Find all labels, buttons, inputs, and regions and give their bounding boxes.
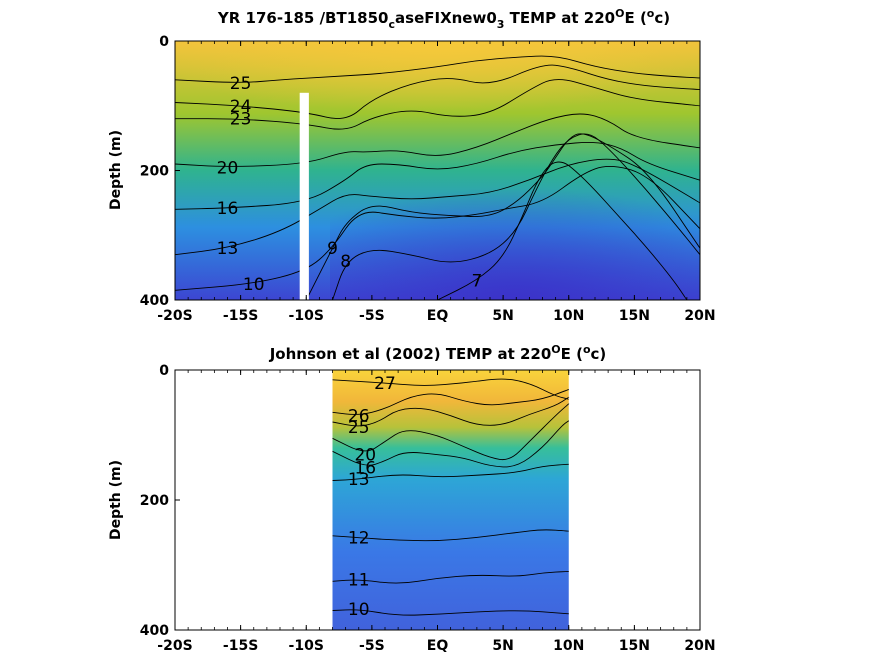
isotherm-10 <box>175 166 700 291</box>
x-tick-label: -10S <box>289 308 324 324</box>
isotherm-11 <box>332 571 570 584</box>
isotherm-label-7: 7 <box>471 272 482 292</box>
x-tick-label: 15N <box>619 308 650 324</box>
isotherm-label-10: 10 <box>243 275 265 295</box>
x-tick-label: 10N <box>553 308 584 324</box>
x-tick-label: -20S <box>157 638 192 654</box>
isotherm-label-13: 13 <box>217 239 239 259</box>
panel-top-ylabel: Depth (m) <box>108 130 124 210</box>
isotherm-25 <box>175 55 700 83</box>
x-tick-label: -5S <box>359 638 385 654</box>
x-tick-label: 10N <box>553 638 584 654</box>
isotherm-label-8: 8 <box>340 252 351 272</box>
x-tick-label: -20S <box>157 308 192 324</box>
isotherm-label-24: 24 <box>230 97 252 117</box>
panel-top-title: YR 176-185 /BT1850caseFIXnew03 TEMP at 2… <box>217 7 670 31</box>
isotherm-8 <box>332 133 700 300</box>
panel-bottom-colorfield <box>332 370 569 630</box>
isotherm-13 <box>175 158 700 256</box>
isotherm-10 <box>332 609 569 616</box>
isotherm-label-26: 26 <box>348 407 370 427</box>
isotherm-23 <box>175 79 700 130</box>
x-tick-label: EQ <box>427 308 449 324</box>
isotherm-label-20: 20 <box>217 158 239 178</box>
isotherm-label-12: 12 <box>348 529 370 549</box>
isotherm-label-11: 11 <box>348 570 370 590</box>
panel-top-warm-lens <box>175 41 700 161</box>
isotherm-label-16: 16 <box>354 459 376 479</box>
isotherm-label-10: 10 <box>348 600 370 620</box>
isotherm-label-9: 9 <box>327 239 338 259</box>
panel-bottom-ylabel: Depth (m) <box>108 460 124 540</box>
isotherm-26 <box>332 389 569 415</box>
y-tick-label: 0 <box>159 363 169 379</box>
isotherm-27 <box>332 378 570 400</box>
y-tick-label: 200 <box>140 164 169 180</box>
x-tick-label: 15N <box>619 638 650 654</box>
x-tick-label: -10S <box>289 638 324 654</box>
isotherm-label-23: 23 <box>230 110 252 130</box>
panel-top-deep-lens <box>330 150 700 300</box>
panel-top-data-gap <box>299 92 309 300</box>
panel-bottom-title: Johnson et al (2002) TEMP at 220OE (oc) <box>269 343 607 363</box>
isotherm-24 <box>175 64 700 119</box>
isotherm-label-25: 25 <box>230 74 252 94</box>
panel-bottom-ticks: -20S -15S -10S -5S EQ 5N 10N 15N 20N 0 200 400 <box>140 363 716 654</box>
x-tick-label: 20N <box>684 638 715 654</box>
x-tick-label: EQ <box>427 638 449 654</box>
isotherm-16 <box>332 420 570 468</box>
isotherm-label-25: 25 <box>348 418 370 438</box>
isotherm-16 <box>175 142 700 210</box>
x-tick-label: -15S <box>223 308 258 324</box>
isotherm-25 <box>332 396 570 427</box>
x-tick-label: -5S <box>359 308 385 324</box>
panel-top: YR 176-185 /BT1850caseFIXnew03 TEMP at 2… <box>108 7 716 324</box>
isotherm-label-13: 13 <box>348 470 370 490</box>
isotherm-20 <box>332 403 570 461</box>
isotherm-7 <box>437 161 688 300</box>
isotherm-label-27: 27 <box>374 374 396 394</box>
x-tick-label: 5N <box>492 308 513 324</box>
panel-bottom: Johnson et al (2002) TEMP at 220OE (oc) … <box>108 343 716 654</box>
panel-top-ticks: -20S -15S -10S -5S EQ 5N 10N 15N 20N 0 200 400 <box>140 34 716 324</box>
isotherm-label-16: 16 <box>217 199 239 219</box>
y-tick-label: 200 <box>140 493 169 509</box>
x-tick-label: -15S <box>223 638 258 654</box>
y-tick-label: 400 <box>140 293 169 309</box>
x-tick-label: 20N <box>684 308 715 324</box>
y-tick-label: 0 <box>159 34 169 50</box>
isotherm-label-20: 20 <box>354 446 376 466</box>
x-tick-label: 5N <box>492 638 513 654</box>
isotherm-9 <box>305 133 700 300</box>
isotherm-13 <box>332 463 570 481</box>
y-tick-label: 400 <box>140 623 169 639</box>
isotherm-20 <box>175 113 700 167</box>
isotherm-12 <box>332 529 570 542</box>
